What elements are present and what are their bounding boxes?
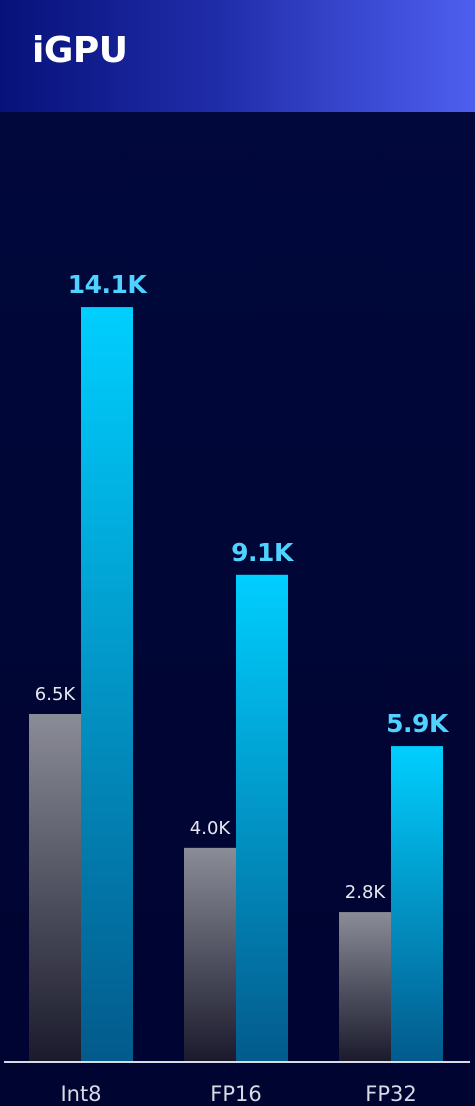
bar-improved-fp32	[391, 746, 443, 1062]
bar-baseline-fp16	[184, 847, 236, 1062]
data-label-baseline-fp32: 2.8K	[345, 882, 387, 903]
x-tick-label-fp16: FP16	[210, 1082, 261, 1106]
chart-title: iGPU	[32, 30, 128, 71]
x-tick-label-fp32: FP32	[365, 1082, 416, 1106]
data-label-improved-fp32: 5.9K	[386, 709, 450, 738]
bar-improved-fp16	[236, 574, 288, 1062]
bar-baseline-int8	[29, 713, 81, 1062]
bar-improved-int8	[81, 307, 133, 1062]
data-label-improved-int8: 14.1K	[68, 270, 149, 299]
x-tick-label-int8: Int8	[60, 1082, 101, 1106]
header-bar: iGPU	[0, 0, 475, 112]
data-label-baseline-fp16: 4.0K	[190, 818, 232, 839]
bar-baseline-fp32	[339, 912, 391, 1062]
data-label-baseline-int8: 6.5K	[35, 684, 77, 705]
data-label-improved-fp16: 9.1K	[231, 538, 295, 567]
